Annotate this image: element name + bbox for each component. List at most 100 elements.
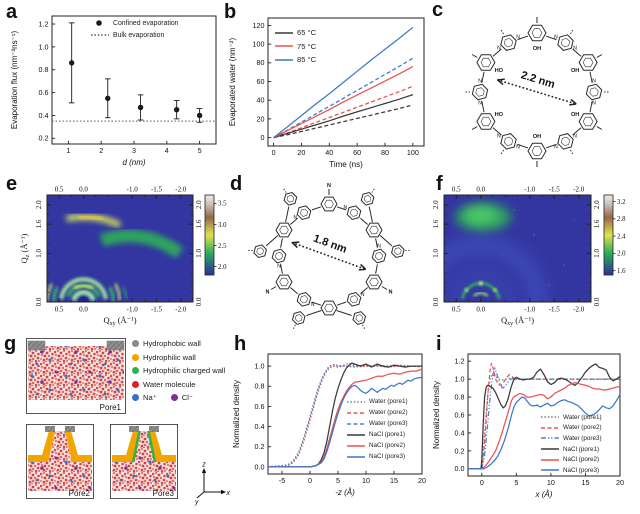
structure-macrocycle-2nm: OH N N OH N N OH N N OH N N HO N N HO N N 2.2 nm [432,2,638,176]
legend-item: NaCl (pore3) [346,451,408,462]
md-snapshot-pore1: Pore1 [26,338,126,414]
g-legend-item: Hydrophobic wall [132,339,230,348]
tick-label: 1.0 [432,248,440,257]
tick-label: 5 [198,146,202,155]
atom-label-oh: HO [495,68,504,74]
atom-label-n: N [554,35,558,41]
tick-label: 60 [353,148,361,157]
y-axis-label: Evaporated water (nm⁻²) [228,38,237,127]
atom-label-n: N [592,79,596,85]
hydrophobic-wall-block [106,340,125,351]
tick-label: 0.6 [255,402,265,411]
legend-label: 75 °C [297,41,317,51]
tick-label: 0 [480,478,484,487]
legend-item: NaCl (pore3) [540,465,602,476]
tick-label: 2.0 [35,200,43,209]
tick-label: -1.0 [127,186,139,194]
colorbar [204,194,215,276]
hydrophilic-charged-wall [147,431,157,462]
pore3-label: Pore3 [153,489,175,498]
legend-line-icon [275,45,293,47]
series-75-c-bulk- [273,85,414,139]
tick-label: 0.4 [39,111,49,120]
atom-label-oh: OH [533,134,541,140]
chart-svg: 0 20 40 60 80 100 0 20 40 60 80 100 120 Time (ns) Evap… [228,17,425,169]
panel-i: i 0 5 10 15 20 0.0 0.2 0.4 0.6 0.8 1.0 1.2 x (Å) Norm… [428,334,640,514]
tick-label: 0.0 [79,306,88,314]
atom-label-n: N [266,290,270,296]
tick-label: 0.0 [476,306,485,314]
data-point [137,104,144,111]
tick-label: 0.2 [255,442,265,451]
legend-label: 65 °C [297,28,317,38]
tick-label: 40 [257,96,265,105]
series-water-pore3- [267,363,422,468]
tick-label: -1.5 [151,186,163,194]
tick-label: -1.0 [524,186,536,194]
hydrophilic-wall [162,455,176,462]
legend-line-icon [91,34,109,36]
series-85-c-bulk- [273,57,414,139]
panel-c: c OH N N OH N N OH N N OH N N HO N N HO N N 2.2 nm [432,0,638,176]
legend-item: Water (pore3) [540,433,602,444]
g-legend-item: Na⁺ Cl⁻ [132,393,230,402]
g-legend-label: Water molecule [143,379,196,389]
tick-label: 1.6 [195,219,203,228]
legend-line-icon [541,416,559,418]
tick-label: 2 [99,146,103,155]
g-legend-item: Hydrophilic charged wall [132,366,230,375]
legend-item: NaCl (pore1) [540,444,602,455]
atom-label-n: N [478,101,482,107]
pore2-label: Pore2 [69,489,91,498]
tick-label: 1.0 [255,362,265,371]
legend-item: 65 °C [274,26,316,40]
legend-dot-icon [132,394,139,401]
legend-label: Water (pore2) [369,409,408,416]
tick-label: 0.0 [476,186,485,194]
tick-label: 2.0 [432,200,440,209]
atom-label-oh: OH [571,68,579,74]
tick-label: 2.0 [195,200,203,209]
heat-axes-svg: 0.5 0.5 0.0 0.0 -1.0 -1.0 -1.5 -1.5 -2.0 -2.0 0.0 0… [416,186,626,328]
legend-line-icon [541,469,559,471]
panel-letter-h: h [234,333,247,355]
g-legend-label: Hydrophobic wall [143,339,201,348]
y-axis-label: Evaporation flux (nm⁻²ns⁻¹) [10,31,19,130]
atom-label-n: N [277,264,281,270]
heat-axes-svg: 0.5 0.5 0.0 0.0 -1.0 -1.0 -1.5 -1.5 -2.0 -2.0 0.0 0… [19,186,227,328]
legend-dot-icon [132,380,139,388]
series-nacl-pore1- [268,362,422,468]
tick-label: 100 [253,40,265,49]
legend-label: NaCl (pore2) [563,456,600,464]
md-snapshot-pore2: Pore2 [26,424,94,499]
hydrophilic-charged-wall [131,431,141,462]
colorbar-label: 2.0 [617,251,626,258]
legend-item: NaCl (pore1) [346,429,408,440]
tick-label: 0.0 [35,297,43,306]
legend-label: NaCl (pore2) [369,442,406,449]
chart-svg: 1 2 3 4 5 0.2 0.4 0.6 0.8 1.0 1.2 d (nm) Evaporation… [10,15,217,167]
legend-item: NaCl (pore2) [346,440,408,451]
atom-label-oh: OH [571,112,579,118]
colorbar-label: 2.0 [218,264,227,271]
panel-letter-a: a [6,1,18,23]
legend-dot-icon [132,340,139,347]
atom-label-n: N [294,215,298,221]
tick-label: 1 [66,146,70,155]
tick-label: 1.6 [593,219,601,228]
legend-line-icon [347,400,365,403]
legend-item: Water (pore1) [540,412,602,423]
panel-h: h -5 0 5 10 15 20 0.0 0.2 0.4 0.6 0.8 1.0 -z (Å) Norm… [228,333,430,514]
tick-label: 20 [257,114,265,123]
series-65-c-bulk- [273,104,414,139]
legend-item: Water (pore2) [540,423,602,434]
legend-label: Confined evaporation [113,19,179,27]
atom-label-n: N [311,302,315,308]
hydrophilic-wall [78,455,92,462]
tick-label: 0.6 [455,410,465,419]
structure-macrocycle-1p8nm: N N N N N N N N N 1.8 nm [228,176,430,336]
series-nacl-pore1- [468,363,621,470]
tick-label: 0.0 [455,464,465,473]
tick-label: 4 [165,146,169,155]
pore-size-arrow [496,79,578,105]
